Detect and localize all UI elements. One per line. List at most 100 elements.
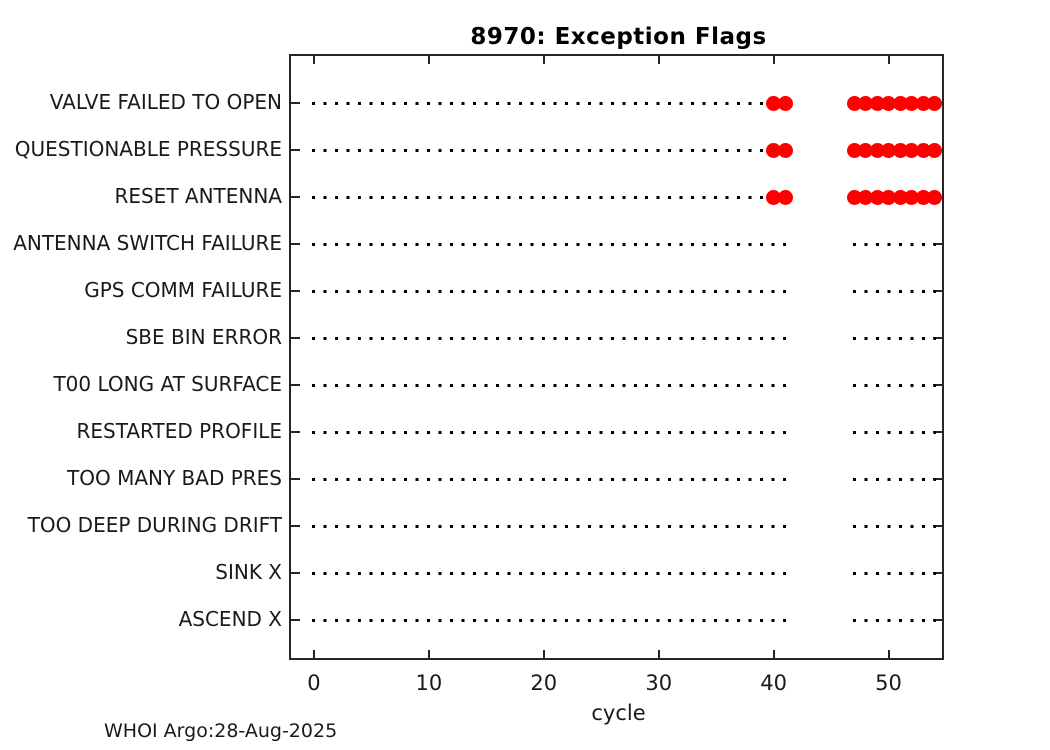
flag-marker <box>858 95 874 111</box>
y-tick <box>933 478 942 480</box>
y-tick <box>933 431 942 433</box>
chart-title: 8970: Exception Flags <box>470 24 767 50</box>
x-tick-label: 40 <box>760 671 787 695</box>
dotted-data-segment <box>312 618 787 622</box>
row-label: VALVE FAILED TO OPEN <box>49 90 282 114</box>
x-tick-label: 20 <box>530 671 558 695</box>
flag-marker <box>927 189 942 205</box>
y-tick <box>291 290 300 292</box>
x-tick <box>772 56 775 64</box>
row-label: ASCEND X <box>178 607 282 631</box>
x-tick <box>772 650 775 658</box>
row-label: SINK X <box>215 560 282 584</box>
flag-marker <box>846 142 862 158</box>
dotted-data-segment <box>312 195 787 199</box>
y-tick <box>291 102 300 104</box>
dotted-data-segment <box>852 383 936 387</box>
flag-marker <box>915 189 931 205</box>
row-label: SBE BIN ERROR <box>125 325 282 349</box>
y-tick <box>291 149 300 151</box>
dotted-data-segment <box>312 148 787 152</box>
y-tick <box>933 337 942 339</box>
plot-area: 0 10 20 30 40 50 VALVE FAILED TO OPEN QUESTIONA… <box>13 54 944 695</box>
flag-marker <box>915 142 931 158</box>
row-label: TOO DEEP DURING DRIFT <box>27 513 282 537</box>
flag-marker <box>777 95 793 111</box>
x-tick <box>542 56 545 64</box>
x-tick <box>427 56 430 64</box>
y-tick <box>291 384 300 386</box>
flag-marker <box>766 189 782 205</box>
x-tick <box>312 650 315 658</box>
x-tick <box>657 56 660 64</box>
flag-marker <box>869 189 885 205</box>
flag-marker <box>881 189 897 205</box>
flag-marker <box>858 142 874 158</box>
dotted-data-segment <box>312 242 787 246</box>
y-tick <box>933 619 942 621</box>
flag-marker <box>892 189 908 205</box>
dotted-data-segment <box>852 336 936 340</box>
x-tick <box>887 56 890 64</box>
x-tick-label: 30 <box>645 671 673 695</box>
dotted-data-segment <box>312 524 787 528</box>
dotted-data-segment <box>852 571 936 575</box>
x-axis-label: cycle <box>591 701 646 725</box>
dotted-data-segment <box>312 336 787 340</box>
y-tick <box>291 431 300 433</box>
y-tick <box>291 196 300 198</box>
flag-marker <box>858 189 874 205</box>
y-tick <box>933 243 942 245</box>
flag-marker <box>881 142 897 158</box>
dotted-data-segment <box>852 618 936 622</box>
y-tick <box>291 478 300 480</box>
dotted-data-segment <box>312 289 787 293</box>
y-tick <box>291 572 300 574</box>
flag-marker <box>904 189 920 205</box>
x-tick-label: 0 <box>307 671 321 695</box>
flag-marker <box>869 95 885 111</box>
dotted-data-segment <box>312 430 787 434</box>
dotted-data-segment <box>312 477 787 481</box>
credit-text: WHOI Argo:28-Aug-2025 <box>104 720 338 742</box>
flag-marker <box>766 95 782 111</box>
x-tick-label: 50 <box>875 671 902 695</box>
x-tick-label: 10 <box>415 671 443 695</box>
x-tick <box>542 650 545 658</box>
flag-marker <box>869 142 885 158</box>
dotted-data-segment <box>852 477 936 481</box>
row-label: QUESTIONABLE PRESSURE <box>14 137 282 161</box>
dotted-data-segment <box>312 383 787 387</box>
dotted-data-segment <box>852 524 936 528</box>
y-tick <box>291 525 300 527</box>
x-tick <box>657 650 660 658</box>
flag-marker <box>904 95 920 111</box>
flag-marker <box>915 95 931 111</box>
flag-marker <box>927 142 942 158</box>
row-label: T00 LONG AT SURFACE <box>53 372 282 396</box>
flag-marker <box>766 142 782 158</box>
flag-marker <box>904 142 920 158</box>
flag-marker <box>846 95 862 111</box>
flag-marker <box>892 142 908 158</box>
y-tick <box>933 384 942 386</box>
dotted-data-segment <box>312 101 787 105</box>
row-label: GPS COMM FAILURE <box>84 278 282 302</box>
dotted-data-segment <box>852 430 936 434</box>
dotted-data-segment <box>852 242 936 246</box>
flag-marker <box>777 142 793 158</box>
flag-marker <box>777 189 793 205</box>
x-tick <box>427 650 430 658</box>
row-label: TOO MANY BAD PRES <box>67 466 282 490</box>
y-tick <box>291 243 300 245</box>
row-label: RESTARTED PROFILE <box>76 419 282 443</box>
y-tick <box>291 337 300 339</box>
x-tick <box>312 56 315 64</box>
flag-marker <box>846 189 862 205</box>
flag-marker <box>892 95 908 111</box>
y-tick <box>933 572 942 574</box>
y-tick <box>291 619 300 621</box>
row-label: RESET ANTENNA <box>114 184 282 208</box>
flag-marker <box>927 95 942 111</box>
